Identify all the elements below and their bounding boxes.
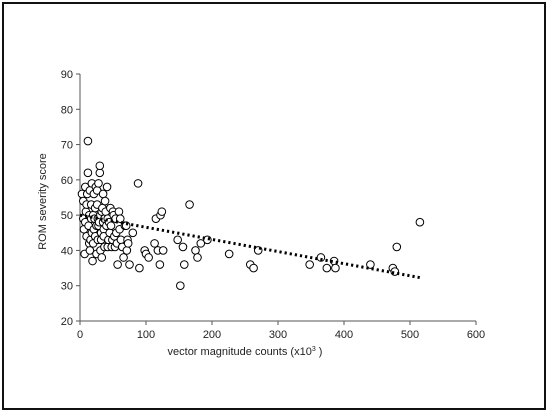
data-point (95, 168, 105, 178)
data-point (135, 263, 144, 273)
y-axis-label: ROM severity score (37, 153, 49, 250)
trendline (79, 213, 421, 280)
data-point (100, 196, 110, 206)
data-point (115, 214, 125, 223)
data-point (83, 168, 93, 178)
data-point (179, 260, 189, 269)
data-point (150, 239, 159, 248)
y-tick-label: 50 (61, 210, 73, 222)
data-point (88, 256, 97, 266)
data-point (123, 239, 133, 248)
data-point (322, 263, 332, 273)
y-tick-label: 90 (61, 69, 73, 81)
data-point (85, 246, 95, 255)
data-point (102, 182, 112, 192)
x-tick-label: 100 (137, 329, 155, 341)
x-axis-label: vector magnitude counts (x103 ) (168, 346, 323, 358)
data-point (331, 263, 340, 273)
data-point (176, 281, 185, 291)
data-point (133, 179, 143, 188)
x-tick-label: 200 (203, 329, 221, 341)
y-tick-label: 40 (61, 245, 73, 257)
data-point (114, 207, 124, 216)
data-point (97, 253, 107, 262)
data-point (94, 179, 103, 188)
data-point (157, 207, 167, 216)
data-point (119, 253, 128, 262)
data-point (224, 249, 234, 259)
data-point (392, 242, 402, 252)
data-point (113, 260, 122, 269)
y-tick-label: 80 (61, 104, 73, 116)
data-point (106, 221, 116, 231)
x-tick-label: 300 (269, 329, 287, 341)
data-point (185, 200, 194, 209)
y-tick-label: 70 (61, 140, 73, 152)
data-point (191, 246, 200, 255)
data-point (95, 161, 105, 171)
data-point (366, 260, 375, 269)
data-point (158, 246, 168, 255)
x-tick-label: 0 (77, 329, 83, 341)
x-axis-label-superscript: 3 (312, 346, 316, 353)
data-point (144, 253, 153, 262)
x-tick-label: 600 (467, 329, 485, 341)
data-points (77, 136, 425, 291)
data-point (98, 189, 108, 199)
x-axis: 0 100 200 300 400 500 600 (77, 320, 485, 341)
data-point (155, 260, 165, 269)
y-tick-label: 30 (61, 281, 73, 293)
data-point (249, 263, 258, 273)
data-point (83, 136, 93, 146)
x-tick-label: 400 (335, 329, 353, 341)
data-point (122, 246, 132, 255)
y-tick-label: 20 (61, 316, 73, 328)
y-axis: 20 30 40 50 60 70 80 90 (61, 69, 81, 328)
x-axis-label-suffix: ) (316, 346, 323, 358)
data-point (196, 239, 206, 248)
x-tick-label: 500 (401, 329, 419, 341)
data-point (173, 235, 182, 245)
data-point (128, 228, 138, 238)
data-point (178, 242, 188, 252)
data-point (125, 260, 134, 269)
data-point (305, 260, 314, 269)
x-axis-label-text: vector magnitude counts (x10 (168, 346, 312, 358)
scatter-chart: 20 30 40 50 60 70 80 90 0 100 200 300 400 500 600 ROM… (37, 69, 485, 358)
data-point (193, 253, 202, 262)
data-point (415, 217, 425, 227)
y-tick-label: 60 (61, 175, 73, 187)
